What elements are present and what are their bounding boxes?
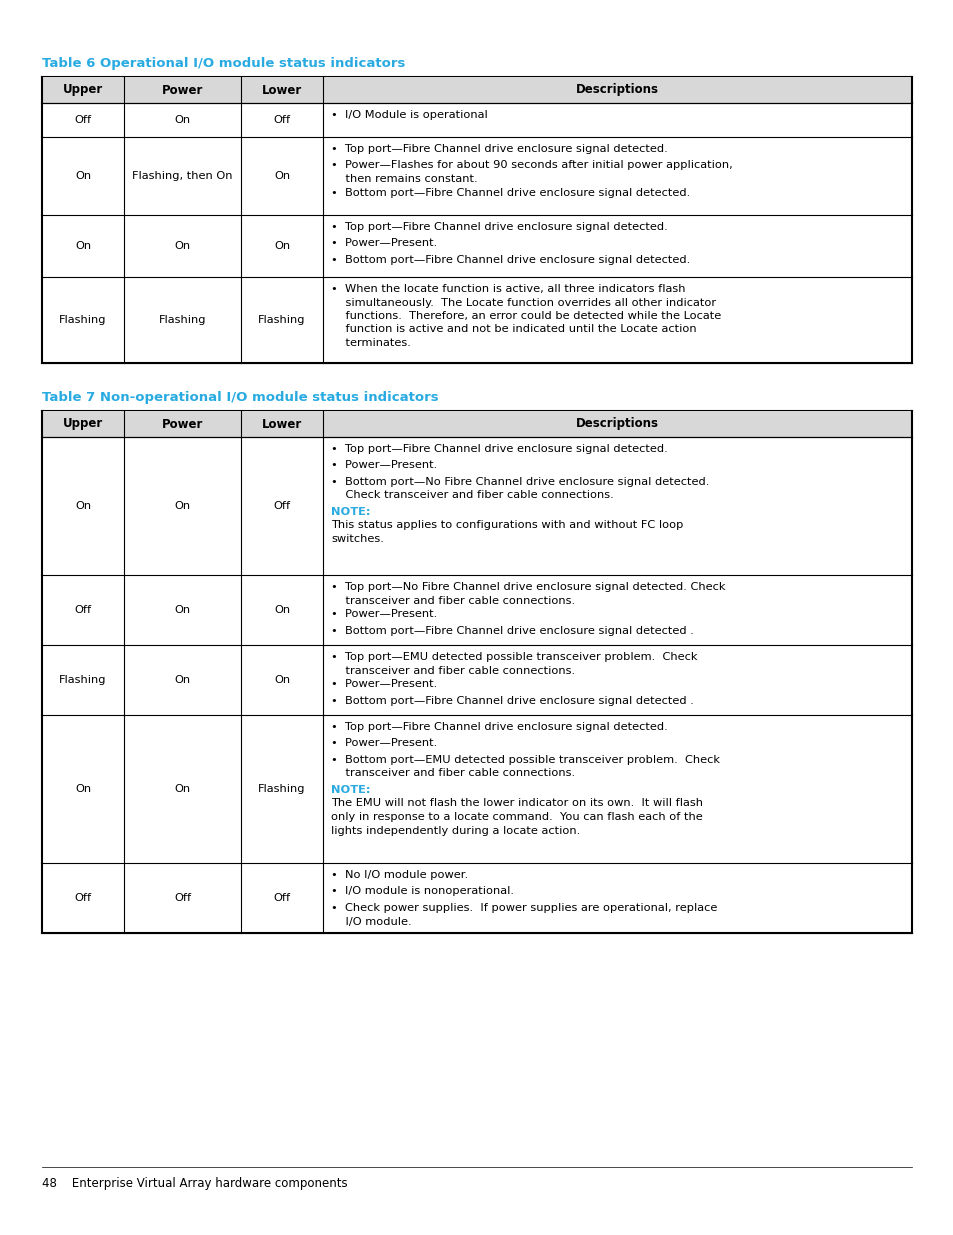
Text: •  Bottom port—Fibre Channel drive enclosure signal detected .: • Bottom port—Fibre Channel drive enclos… — [331, 625, 693, 636]
Text: The EMU will not flash the lower indicator on its own.  It will flash: The EMU will not flash the lower indicat… — [331, 799, 702, 809]
Text: This status applies to configurations with and without FC loop: This status applies to configurations wi… — [331, 520, 682, 531]
Text: NOTE:: NOTE: — [331, 508, 370, 517]
Text: •  Bottom port—Fibre Channel drive enclosure signal detected .: • Bottom port—Fibre Channel drive enclos… — [331, 695, 693, 705]
Bar — [42, 277, 911, 363]
Text: Upper: Upper — [63, 417, 103, 431]
Bar — [42, 715, 911, 863]
Text: Table 7 Non-operational I/O module status indicators: Table 7 Non-operational I/O module statu… — [42, 391, 438, 404]
Bar — [42, 863, 911, 932]
Text: function is active and not be indicated until the Locate action: function is active and not be indicated … — [331, 325, 696, 335]
Text: On: On — [75, 170, 91, 182]
Text: Off: Off — [74, 605, 91, 615]
Text: On: On — [274, 605, 290, 615]
Bar — [42, 411, 911, 437]
Text: •  Top port—No Fibre Channel drive enclosure signal detected. Check: • Top port—No Fibre Channel drive enclos… — [331, 582, 724, 592]
Text: Off: Off — [274, 115, 291, 125]
Bar — [42, 437, 911, 576]
Text: •  Power—Present.: • Power—Present. — [331, 461, 436, 471]
Text: On: On — [274, 170, 290, 182]
Text: •  When the locate function is active, all three indicators flash: • When the locate function is active, al… — [331, 284, 685, 294]
Text: •  Power—Flashes for about 90 seconds after initial power application,: • Power—Flashes for about 90 seconds aft… — [331, 161, 732, 170]
Text: Power: Power — [162, 84, 203, 96]
Text: transceiver and fiber cable connections.: transceiver and fiber cable connections. — [331, 666, 575, 676]
Bar — [42, 576, 911, 645]
Text: Off: Off — [173, 893, 191, 903]
Text: lights independently during a locate action.: lights independently during a locate act… — [331, 825, 579, 836]
Text: then remains constant.: then remains constant. — [331, 174, 477, 184]
Text: Flashing: Flashing — [59, 315, 107, 325]
Text: Off: Off — [74, 115, 91, 125]
Text: On: On — [174, 115, 191, 125]
Bar — [42, 137, 911, 215]
Text: transceiver and fiber cable connections.: transceiver and fiber cable connections. — [331, 595, 575, 605]
Text: On: On — [75, 784, 91, 794]
Text: •  Top port—Fibre Channel drive enclosure signal detected.: • Top port—Fibre Channel drive enclosure… — [331, 722, 667, 732]
Text: •  I/O module is nonoperational.: • I/O module is nonoperational. — [331, 887, 514, 897]
Text: •  Power—Present.: • Power—Present. — [331, 609, 436, 619]
Text: Flashing, then On: Flashing, then On — [132, 170, 233, 182]
Text: Lower: Lower — [262, 417, 302, 431]
Text: Check transceiver and fiber cable connections.: Check transceiver and fiber cable connec… — [331, 490, 613, 500]
Text: Upper: Upper — [63, 84, 103, 96]
Text: Power: Power — [162, 417, 203, 431]
Text: •  Top port—EMU detected possible transceiver problem.  Check: • Top port—EMU detected possible transce… — [331, 652, 697, 662]
Text: I/O module.: I/O module. — [331, 916, 411, 926]
Text: Flashing: Flashing — [158, 315, 206, 325]
Text: On: On — [174, 241, 191, 251]
Text: •  Bottom port—EMU detected possible transceiver problem.  Check: • Bottom port—EMU detected possible tran… — [331, 755, 720, 764]
Text: Flashing: Flashing — [258, 315, 305, 325]
Text: On: On — [174, 501, 191, 511]
Text: Flashing: Flashing — [258, 784, 305, 794]
Text: terminates.: terminates. — [331, 338, 411, 348]
Text: •  I/O Module is operational: • I/O Module is operational — [331, 110, 487, 120]
Text: •  No I/O module power.: • No I/O module power. — [331, 869, 468, 881]
Text: Off: Off — [74, 893, 91, 903]
Bar — [42, 77, 911, 103]
Text: Table 6 Operational I/O module status indicators: Table 6 Operational I/O module status in… — [42, 57, 405, 70]
Text: On: On — [174, 605, 191, 615]
Text: Off: Off — [274, 501, 291, 511]
Bar — [42, 103, 911, 137]
Text: Off: Off — [274, 893, 291, 903]
Text: On: On — [174, 784, 191, 794]
Text: Lower: Lower — [262, 84, 302, 96]
Text: •  Check power supplies.  If power supplies are operational, replace: • Check power supplies. If power supplie… — [331, 903, 717, 913]
Text: •  Power—Present.: • Power—Present. — [331, 739, 436, 748]
Text: Descriptions: Descriptions — [576, 417, 659, 431]
Text: simultaneously.  The Locate function overrides all other indicator: simultaneously. The Locate function over… — [331, 298, 716, 308]
Bar — [42, 215, 911, 277]
Text: Descriptions: Descriptions — [576, 84, 659, 96]
Text: On: On — [274, 241, 290, 251]
Text: functions.  Therefore, an error could be detected while the Locate: functions. Therefore, an error could be … — [331, 311, 720, 321]
Text: Flashing: Flashing — [59, 676, 107, 685]
Text: •  Power—Present.: • Power—Present. — [331, 679, 436, 689]
Text: •  Top port—Fibre Channel drive enclosure signal detected.: • Top port—Fibre Channel drive enclosure… — [331, 445, 667, 454]
Text: switches.: switches. — [331, 534, 383, 543]
Text: •  Bottom port—No Fibre Channel drive enclosure signal detected.: • Bottom port—No Fibre Channel drive enc… — [331, 477, 709, 487]
Text: On: On — [274, 676, 290, 685]
Text: On: On — [75, 501, 91, 511]
Text: •  Power—Present.: • Power—Present. — [331, 238, 436, 248]
Text: NOTE:: NOTE: — [331, 785, 370, 795]
Text: •  Top port—Fibre Channel drive enclosure signal detected.: • Top port—Fibre Channel drive enclosure… — [331, 222, 667, 232]
Text: •  Top port—Fibre Channel drive enclosure signal detected.: • Top port—Fibre Channel drive enclosure… — [331, 144, 667, 154]
Text: On: On — [75, 241, 91, 251]
Bar — [42, 645, 911, 715]
Text: •  Bottom port—Fibre Channel drive enclosure signal detected.: • Bottom port—Fibre Channel drive enclos… — [331, 188, 690, 198]
Text: 48    Enterprise Virtual Array hardware components: 48 Enterprise Virtual Array hardware com… — [42, 1177, 347, 1191]
Text: only in response to a locate command.  You can flash each of the: only in response to a locate command. Yo… — [331, 811, 702, 823]
Text: •  Bottom port—Fibre Channel drive enclosure signal detected.: • Bottom port—Fibre Channel drive enclos… — [331, 254, 690, 266]
Text: transceiver and fiber cable connections.: transceiver and fiber cable connections. — [331, 768, 575, 778]
Text: On: On — [174, 676, 191, 685]
